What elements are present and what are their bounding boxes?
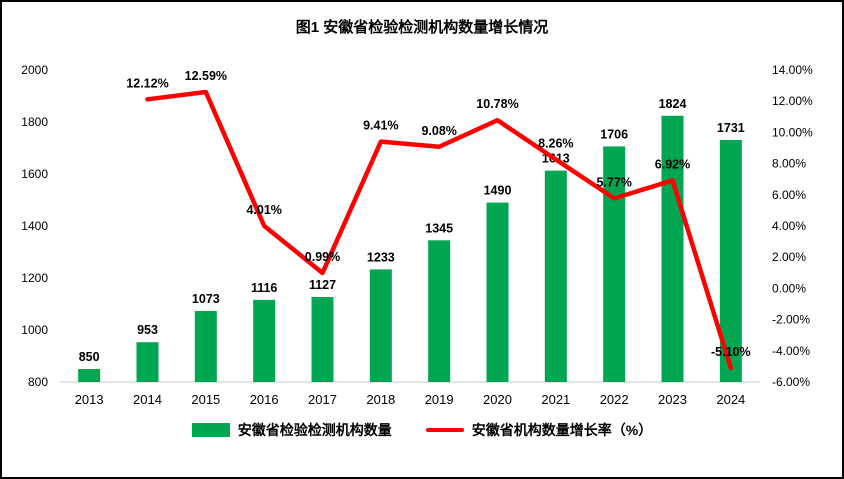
legend-item-bar-series: 安徽省检验检测机构数量 (191, 420, 392, 440)
bar-value-label: 1073 (192, 292, 220, 306)
right-axis-tick: 0.00% (772, 281, 806, 295)
left-axis-tick: 1400 (21, 219, 48, 233)
line-value-label: 12.59% (185, 69, 227, 83)
growth-rate-line (145, 89, 734, 371)
bar-series-label: 安徽省检验检测机构数量 (237, 422, 392, 438)
bar-2018 (369, 269, 392, 382)
x-axis-label: 2022 (600, 392, 629, 407)
line-value-label: 9.41% (363, 119, 398, 133)
line-value-label: 4.01% (246, 203, 281, 217)
bar-2015 (194, 311, 217, 382)
left-axis-tick: 1200 (21, 271, 48, 285)
right-axis-tick: 2.00% (772, 250, 806, 264)
bar-2024 (719, 139, 742, 382)
bar-value-label: 850 (79, 350, 100, 364)
right-axis-tick: 4.00% (772, 219, 806, 233)
line-series-swatch (425, 428, 464, 432)
chart-title: 图1 安徽省检验检测机构数量增长情况 (295, 19, 549, 36)
right-axis-tick: 10.00% (772, 125, 813, 139)
line-value-label: 12.12% (126, 76, 168, 90)
bar-2022 (603, 146, 626, 382)
x-axis-label: 2013 (75, 392, 104, 407)
line-value-label: 9.08% (421, 124, 456, 138)
line-value-label: 10.78% (476, 97, 518, 111)
line-value-label: 6.92% (655, 157, 690, 171)
right-axis-tick: 12.00% (772, 94, 813, 108)
x-axis-label: 2015 (191, 392, 220, 407)
bar-2013 (78, 369, 101, 382)
x-axis-label: 2023 (658, 392, 687, 407)
line-value-label: -5.10% (711, 345, 751, 359)
x-axis-label: 2020 (483, 392, 512, 407)
left-axis-tick: 800 (28, 375, 48, 389)
bar-value-label: 1127 (309, 278, 336, 292)
chart-canvas: 800 1000 1200 1400 1600 1800 2000 -6.00% -4.00% -… (21, 63, 813, 407)
left-axis-tick: 2000 (21, 63, 48, 77)
bar-value-label: 1824 (659, 97, 687, 111)
left-axis-tick: 1800 (21, 115, 48, 129)
bar-2017 (311, 296, 334, 382)
bar-value-label: 1706 (600, 127, 628, 141)
x-axis-label: 2024 (716, 392, 745, 407)
line-value-label: 8.26% (538, 137, 573, 151)
bar-2014 (136, 342, 159, 382)
chart-legend: 安徽省检验检测机构数量 安徽省机构数量增长率（%） (2, 420, 842, 440)
right-axis-tick: -2.00% (772, 313, 810, 327)
left-axis-tick: 1000 (21, 323, 48, 337)
line-value-label: 0.99% (305, 250, 340, 264)
bar-series-swatch (191, 423, 230, 437)
x-axis-label: 2021 (541, 392, 570, 407)
x-axis-label: 2019 (425, 392, 454, 407)
bar-2016 (253, 299, 276, 382)
x-axis-label: 2014 (133, 392, 162, 407)
bar-2021 (544, 170, 567, 382)
bar-value-label: 1233 (367, 250, 395, 264)
bar-value-label: 953 (137, 323, 158, 337)
right-axis-tick: -6.00% (772, 375, 810, 389)
bar-value-label: 1116 (251, 281, 277, 295)
x-axis-label: 2017 (308, 392, 337, 407)
left-axis-tick: 1600 (21, 167, 48, 181)
right-axis-tick: 6.00% (772, 188, 806, 202)
bar-2023 (661, 115, 684, 382)
right-axis-tick: -4.00% (772, 344, 810, 358)
x-axis-label: 2016 (250, 392, 279, 407)
bar-value-label: 1731 (717, 121, 745, 135)
right-axis-tick: 14.00% (772, 63, 813, 77)
line-value-label: 5.77% (596, 175, 631, 189)
x-axis-label: 2018 (366, 392, 395, 407)
right-axis-tick: 8.00% (772, 157, 806, 171)
legend-item-line-series: 安徽省机构数量增长率（%） (425, 420, 653, 440)
bar-2020 (486, 202, 509, 382)
bar-2019 (428, 240, 451, 382)
bar-value-label: 1345 (425, 221, 453, 235)
line-series-label: 安徽省机构数量增长率（%） (471, 422, 653, 438)
bar-value-label: 1490 (484, 184, 512, 198)
